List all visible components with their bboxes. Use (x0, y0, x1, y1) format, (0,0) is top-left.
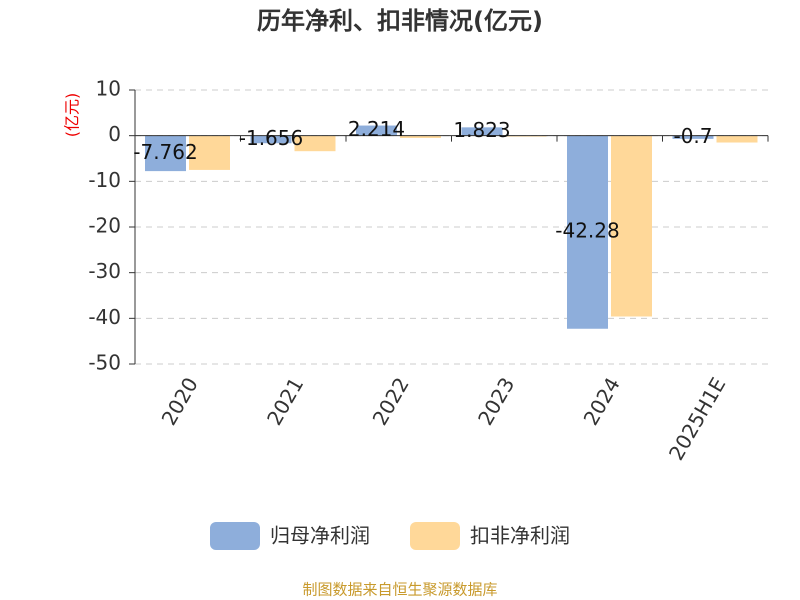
bar (189, 135, 230, 170)
bar (294, 135, 336, 152)
source-note: 制图数据来自恒生聚源数据库 (302, 581, 497, 599)
bar (145, 135, 186, 172)
y-tick-label: 10 (96, 77, 121, 101)
bar (461, 127, 503, 136)
bar (356, 125, 397, 136)
bar (400, 135, 441, 138)
data-label: -42.28 (555, 219, 619, 243)
chart-title: 历年净利、扣非情况(亿元) (257, 7, 543, 35)
y-tick-label: -10 (88, 168, 121, 192)
bar (250, 135, 292, 144)
y-tick-label: 0 (108, 122, 121, 146)
data-label: -0.7 (673, 124, 712, 148)
y-tick-label: -40 (88, 305, 121, 329)
x-tick-label: 2020 (157, 373, 203, 429)
legend-swatch (210, 522, 260, 550)
legend-swatch (410, 522, 460, 550)
data-label: 1.823 (453, 118, 510, 142)
y-tick-label: -30 (88, 259, 121, 283)
x-tick-label: 2021 (262, 373, 308, 429)
bar (567, 135, 608, 329)
x-tick-label: 2024 (579, 373, 625, 429)
y-axis-label: (亿元) (63, 93, 82, 138)
legend-label: 扣非净利润 (470, 524, 570, 548)
bar (611, 135, 652, 317)
y-tick-label: -50 (88, 351, 121, 375)
x-tick-label: 2022 (368, 373, 414, 429)
x-tick-label: 2025H1E (664, 373, 730, 464)
y-tick-label: -20 (88, 214, 121, 238)
data-label: -7.762 (133, 140, 197, 164)
x-tick-label: 2023 (473, 373, 519, 429)
legend-label: 归母净利润 (270, 524, 370, 548)
data-label: -1.656 (239, 126, 303, 150)
bar (672, 135, 714, 139)
data-label: 2.214 (348, 117, 405, 141)
bar (716, 135, 758, 143)
